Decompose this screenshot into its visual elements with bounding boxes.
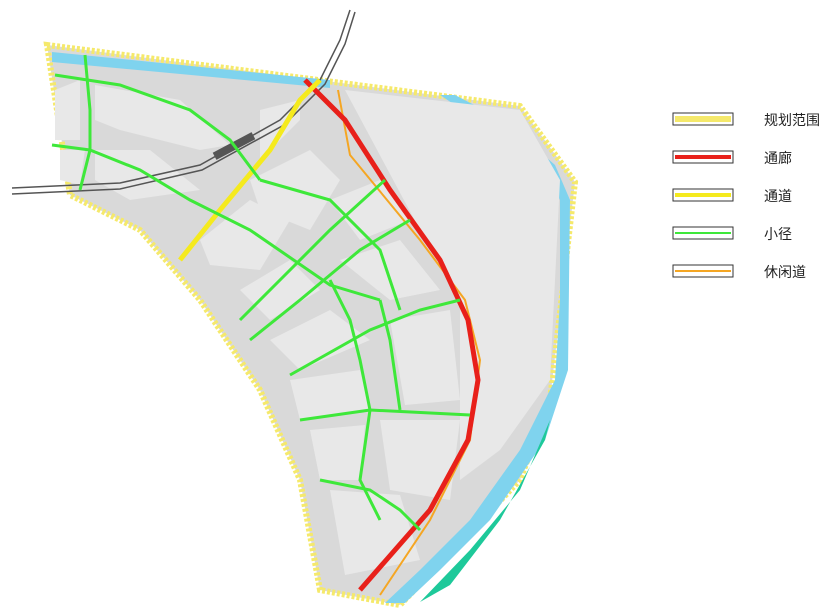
legend-swatch-leisure [672, 264, 734, 278]
corridor-route [303, 78, 481, 592]
legend-item-channel: 通道 [672, 184, 822, 222]
legend-swatch-boundary [672, 112, 734, 126]
legend-label-path: 小径 [764, 227, 792, 243]
legend-label-channel: 通道 [764, 189, 792, 205]
legend-item-boundary: 规划范围 [672, 108, 822, 146]
legend-swatch-path [672, 226, 734, 240]
leisure-path [337, 89, 482, 596]
legend-label-boundary: 规划范围 [764, 113, 820, 129]
map-legend: 规划范围 通廊 通道 小径 休闲道 [672, 108, 822, 298]
legend-swatch-corridor [672, 150, 734, 164]
channel-route [178, 78, 322, 262]
legend-label-corridor: 通廊 [764, 151, 792, 167]
path-network [51, 54, 471, 532]
city-blocks [55, 80, 560, 575]
legend-item-path: 小径 [672, 222, 822, 260]
legend-label-leisure: 休闲道 [764, 265, 806, 281]
legend-item-corridor: 通廊 [672, 146, 822, 184]
river-top [52, 52, 330, 88]
legend-item-leisure: 休闲道 [672, 260, 822, 298]
legend-swatch-channel [672, 188, 734, 202]
